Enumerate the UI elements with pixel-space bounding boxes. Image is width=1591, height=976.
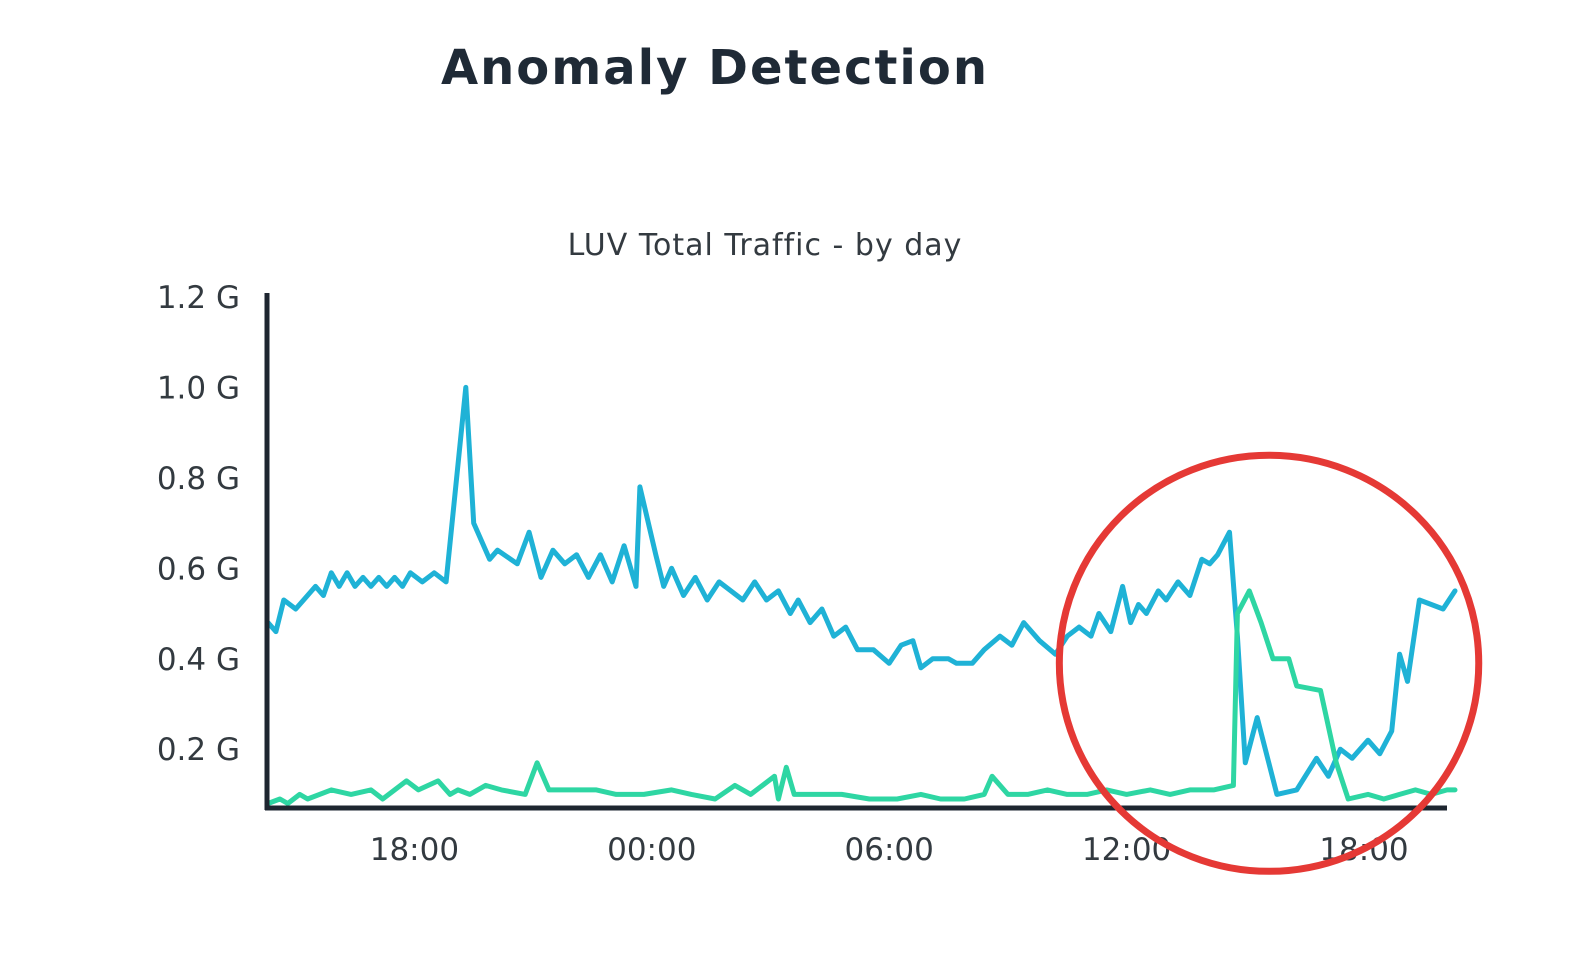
x-tick-label: 00:00 <box>607 832 696 868</box>
series-line-2 <box>265 588 1458 806</box>
x-tick-label: 18:00 <box>370 832 459 868</box>
series-line-1 <box>265 384 1458 797</box>
y-tick-label: 1.2 G <box>157 280 240 316</box>
x-axis-ticks: 18:00 00:00 06:00 12:00 18:00 <box>370 832 1409 868</box>
y-tick-label: 0.2 G <box>157 732 240 768</box>
chart-subtitle: LUV Total Traffic - by day <box>568 228 963 263</box>
anomaly-highlight-circle <box>1055 451 1483 875</box>
series-lines <box>265 384 1458 806</box>
y-tick-label: 0.4 G <box>157 642 240 678</box>
x-tick-label: 06:00 <box>845 832 934 868</box>
y-tick-label: 0.6 G <box>157 551 240 587</box>
y-tick-label: 0.8 G <box>157 461 240 497</box>
axes <box>264 293 1447 811</box>
annotations <box>1055 451 1483 875</box>
page-title: Anomaly Detection <box>440 40 990 96</box>
y-axis-ticks: 0.2 G 0.4 G 0.6 G 0.8 G 1.0 G 1.2 G <box>157 280 240 768</box>
y-tick-label: 1.0 G <box>157 370 240 406</box>
